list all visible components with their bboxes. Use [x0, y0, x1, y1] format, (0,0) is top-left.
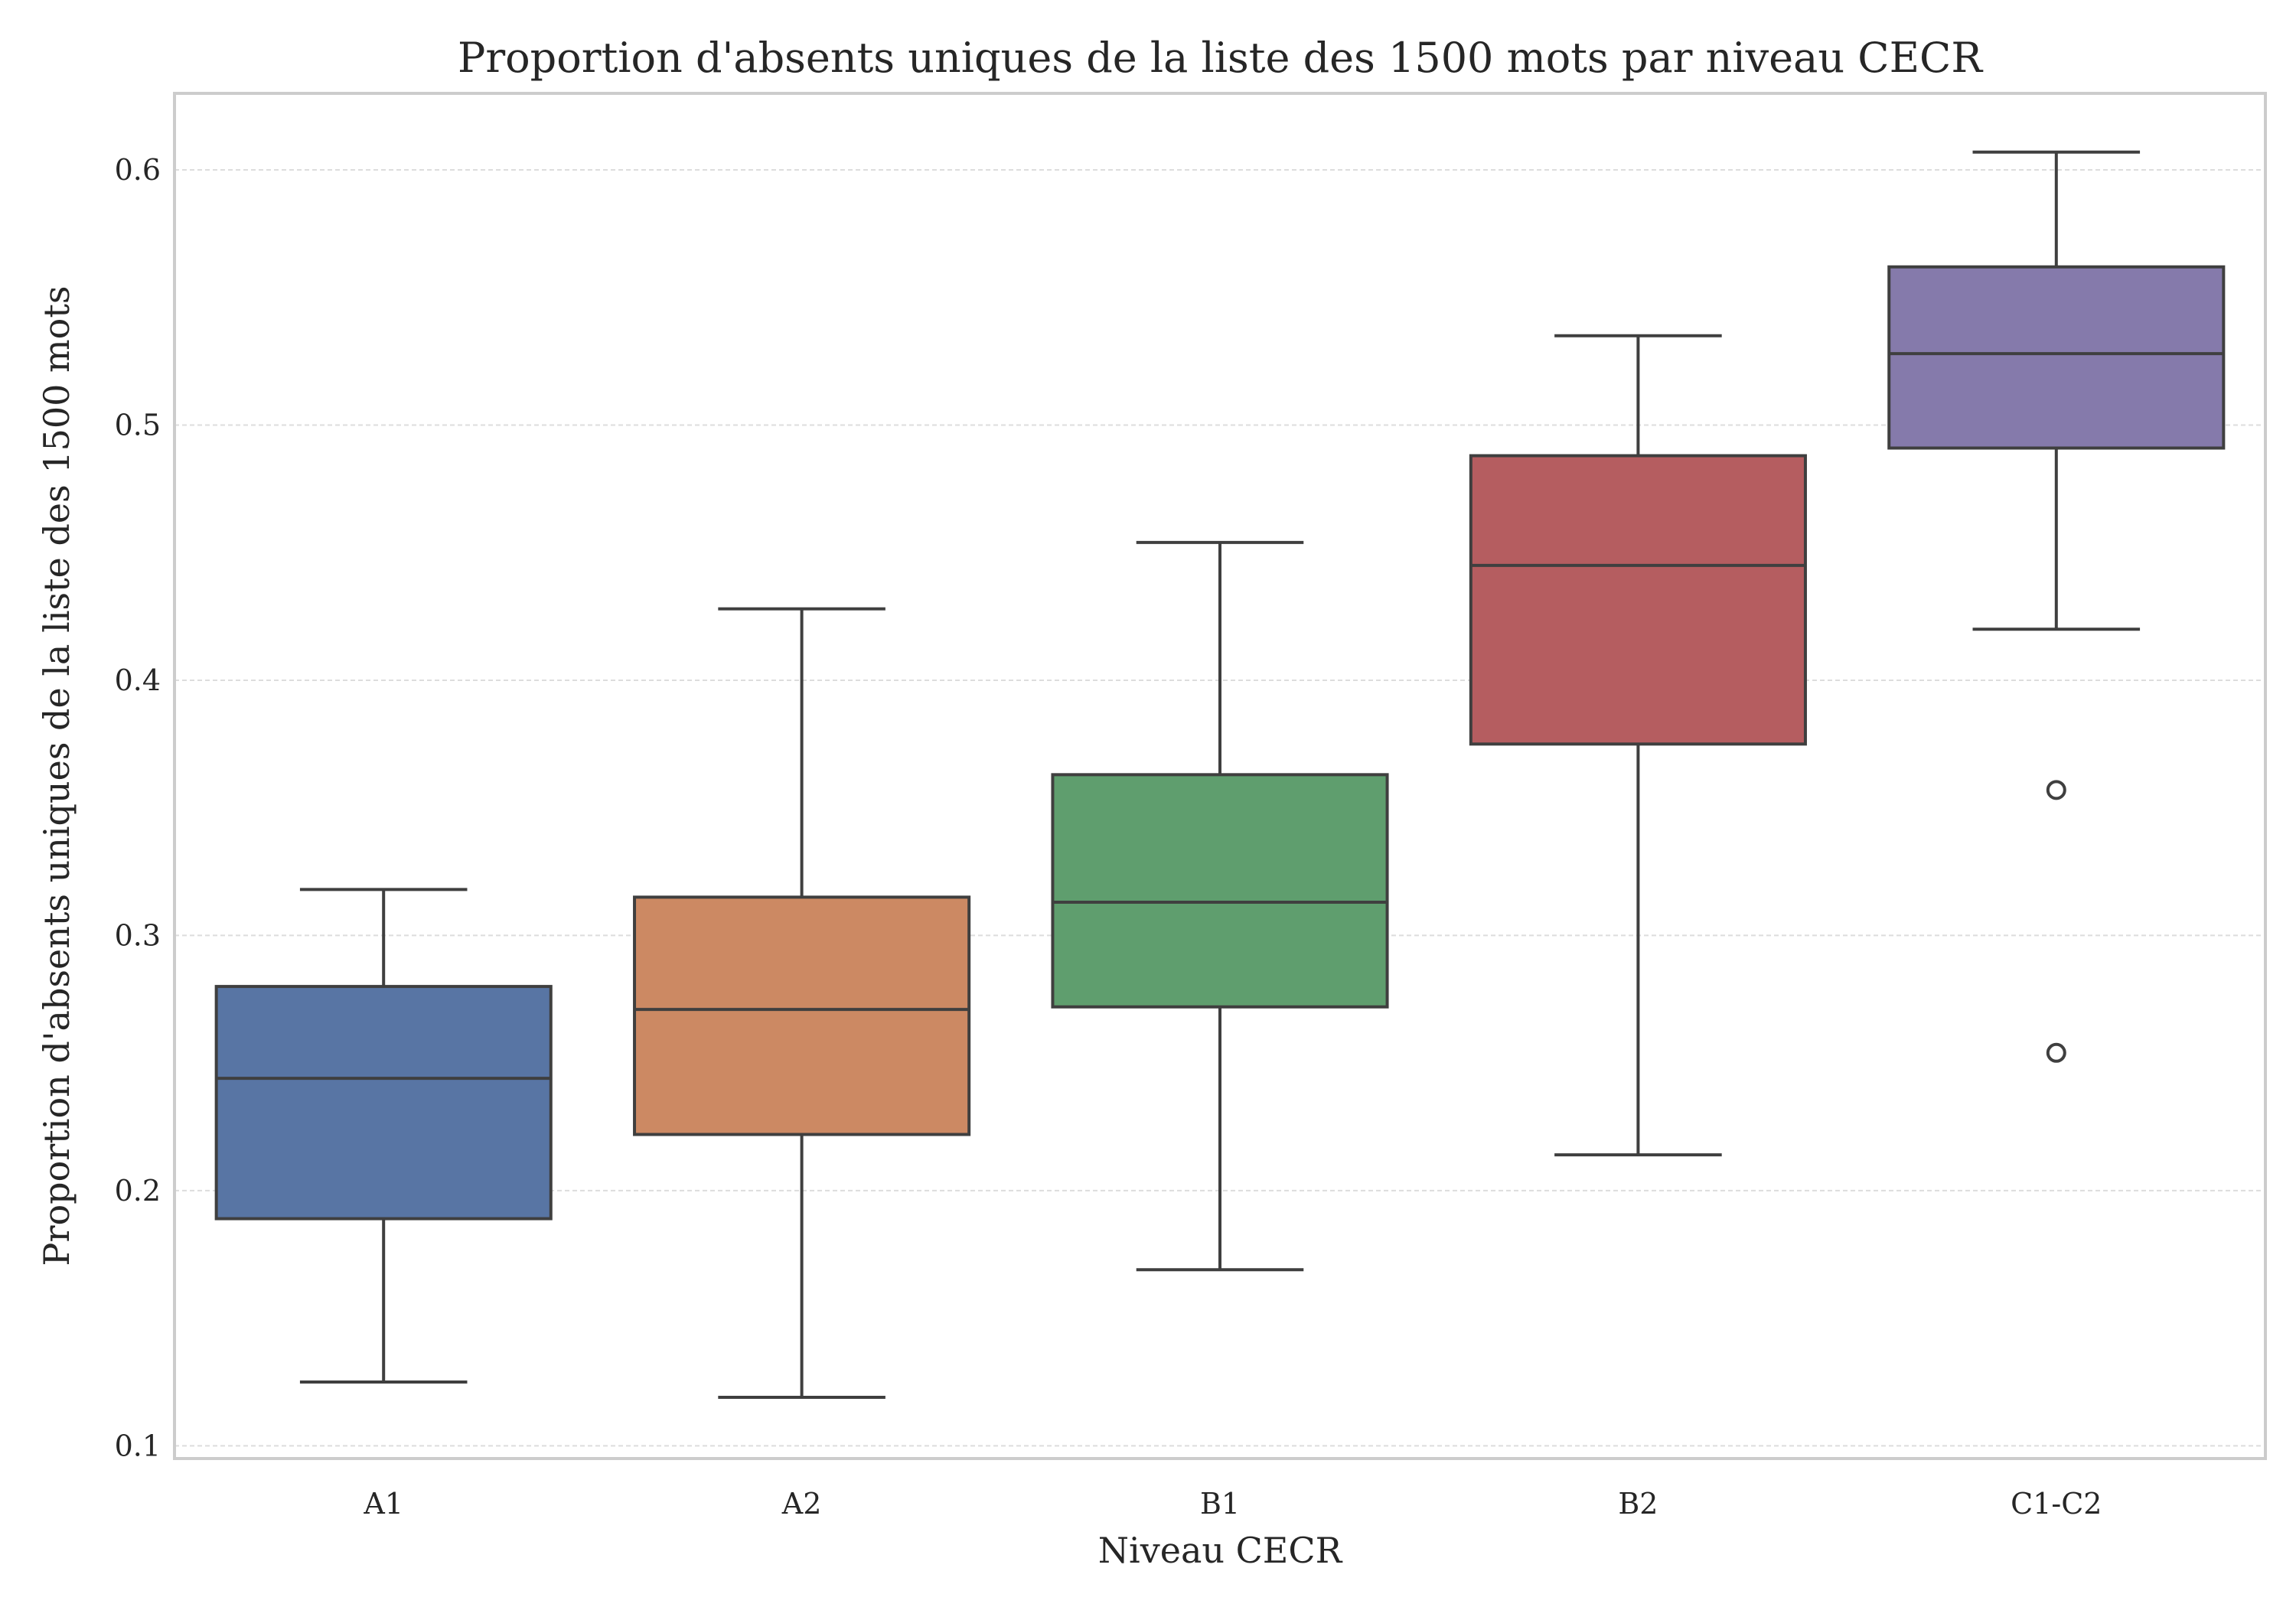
y-tick-label: 0.6 — [115, 153, 161, 187]
y-axis-label: Proportion d'absents uniques de la liste… — [36, 286, 77, 1266]
y-tick-labels: 0.1 0.2 0.3 0.4 0.5 0.6 — [115, 153, 161, 1462]
x-tick-label: A2 — [781, 1487, 822, 1521]
iqr-box — [633, 895, 971, 1136]
iqr-box — [1469, 454, 1807, 746]
outlier-point — [2046, 1042, 2066, 1063]
chart-title: Proportion d'absents uniques de la liste… — [458, 34, 1983, 82]
box-a2 — [633, 607, 971, 1399]
y-tick-label: 0.5 — [115, 408, 161, 442]
box-c1-c2 — [1887, 150, 2226, 1063]
y-tick-label: 0.1 — [115, 1429, 161, 1462]
x-tick-label: B1 — [1200, 1487, 1240, 1521]
iqr-box — [1887, 265, 2226, 450]
box-a1 — [214, 888, 553, 1384]
x-tick-label: C1-C2 — [2011, 1487, 2102, 1521]
boxes — [214, 150, 2226, 1399]
iqr-box — [214, 985, 553, 1221]
plot-frame — [173, 92, 2267, 1460]
y-tick-label: 0.4 — [115, 663, 161, 697]
x-tick-label: B2 — [1618, 1487, 1658, 1521]
outlier-point — [2046, 780, 2066, 800]
y-tick-label: 0.3 — [115, 918, 161, 952]
iqr-box — [1051, 773, 1389, 1009]
box-b2 — [1469, 334, 1807, 1157]
x-tick-labels: A1 A2 B1 B2 C1-C2 — [363, 1487, 2102, 1521]
box-b1 — [1051, 540, 1389, 1272]
y-tick-label: 0.2 — [115, 1174, 161, 1208]
x-tick-label: A1 — [363, 1487, 403, 1521]
x-axis-label: Niveau CECR — [1098, 1530, 1343, 1571]
